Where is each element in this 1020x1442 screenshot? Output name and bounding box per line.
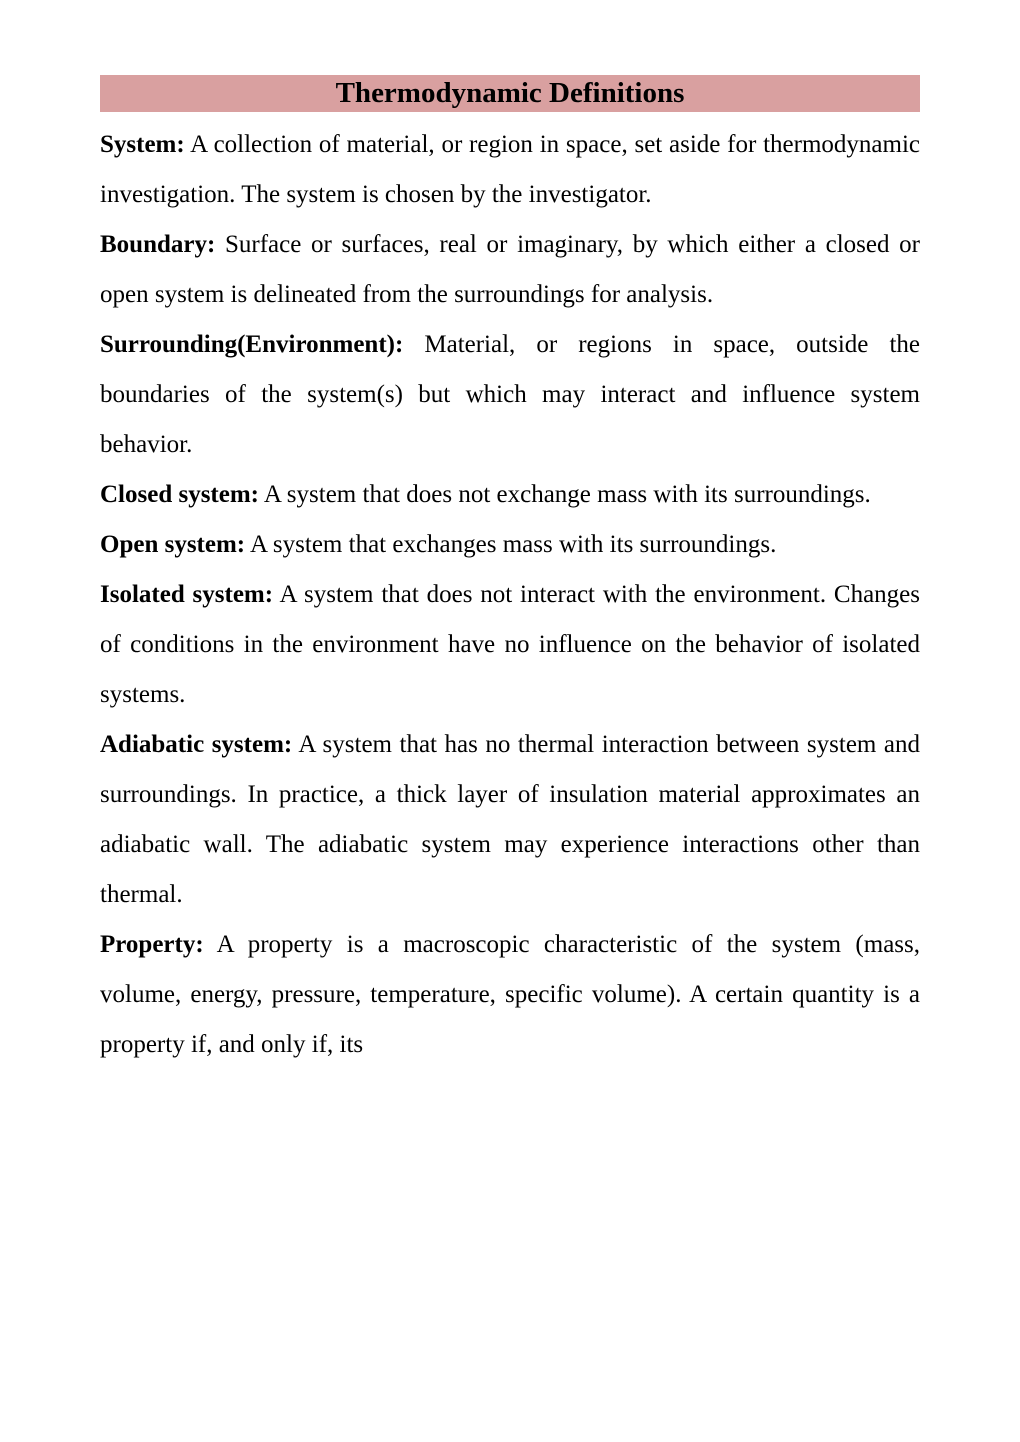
page-title: Thermodynamic Definitions [336,77,685,109]
term-closed-system: Closed system: [100,481,259,508]
definition-property: Property: A property is a macroscopic ch… [100,920,920,1070]
term-open-system: Open system: [100,531,245,558]
definition-system: System: A collection of material, or reg… [100,120,920,220]
text-property: A property is a macroscopic characterist… [100,931,920,1058]
definition-open-system: Open system: A system that exchanges mas… [100,520,920,570]
term-system: System: [100,131,185,158]
definition-adiabatic-system: Adiabatic system: A system that has no t… [100,720,920,920]
definition-surrounding: Surrounding(Environment): Material, or r… [100,320,920,470]
text-open-system: A system that exchanges mass with its su… [245,531,776,558]
text-closed-system: A system that does not exchange mass wit… [259,481,871,508]
definition-isolated-system: Isolated system: A system that does not … [100,570,920,720]
text-boundary: Surface or surfaces, real or imaginary, … [100,231,920,308]
definition-boundary: Boundary: Surface or surfaces, real or i… [100,220,920,320]
term-isolated-system: Isolated system: [100,581,273,608]
definitions-content: System: A collection of material, or reg… [100,120,920,1070]
term-surrounding: Surrounding(Environment): [100,331,403,358]
term-adiabatic-system: Adiabatic system: [100,731,292,758]
term-boundary: Boundary: [100,231,215,258]
title-bar: Thermodynamic Definitions [100,75,920,112]
definition-closed-system: Closed system: A system that does not ex… [100,470,920,520]
text-system: A collection of material, or region in s… [100,131,920,208]
term-property: Property: [100,931,204,958]
